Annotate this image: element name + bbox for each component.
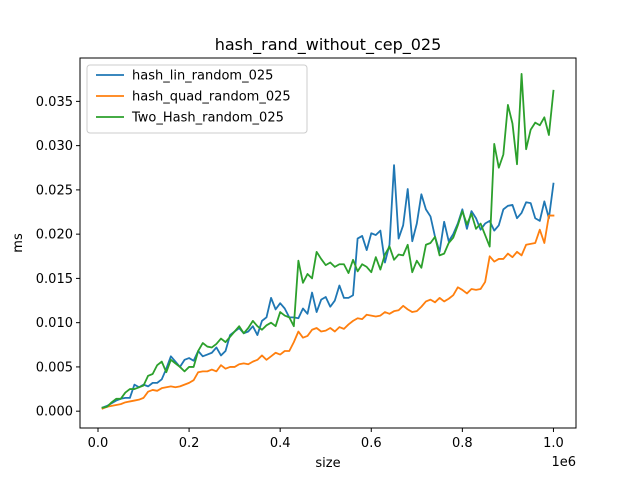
y-tick-label: 0.030 xyxy=(36,139,73,154)
y-tick-label: 0.015 xyxy=(36,272,73,287)
axes-frame xyxy=(79,57,577,429)
y-tick-label: 0.035 xyxy=(36,95,73,110)
series-layer xyxy=(101,73,555,410)
y-tick-label: 0.025 xyxy=(36,183,73,198)
series-line-Two_Hash_random_025 xyxy=(101,73,555,409)
x-tick-label: 0.4 xyxy=(270,436,291,451)
plot-area xyxy=(79,57,577,429)
y-tick-label: 0.000 xyxy=(36,405,73,420)
x-axis-label: size xyxy=(315,456,340,471)
x-axis: 0.0 0.2 0.4 0.6 0.8 1.0 xyxy=(88,428,564,451)
x-tick-label: 0.6 xyxy=(361,436,382,451)
legend-label: hash_quad_random_025 xyxy=(132,90,291,105)
y-tick-label: 0.010 xyxy=(36,316,73,331)
chart-title: hash_rand_without_cep_025 xyxy=(215,35,442,55)
x-axis-offset-text: 1e6 xyxy=(551,455,576,470)
x-tick-label: 0.2 xyxy=(179,436,200,451)
y-axis-label: ms xyxy=(11,233,26,253)
x-tick-label: 0.0 xyxy=(88,436,109,451)
y-axis: 0.000 0.005 0.010 0.015 0.020 0.025 0.030 0.035 xyxy=(36,95,80,420)
x-tick-label: 1.0 xyxy=(543,436,564,451)
legend-box xyxy=(86,64,308,134)
series-line-hash_quad_random_025 xyxy=(101,214,555,410)
y-tick-label: 0.005 xyxy=(36,360,73,375)
legend: hash_lin_random_025 hash_quad_random_025 T… xyxy=(86,64,308,134)
legend-label: Two_Hash_random_025 xyxy=(131,111,284,126)
legend-label: hash_lin_random_025 xyxy=(132,69,273,84)
y-tick-label: 0.020 xyxy=(36,228,73,243)
x-tick-label: 0.8 xyxy=(452,436,473,451)
